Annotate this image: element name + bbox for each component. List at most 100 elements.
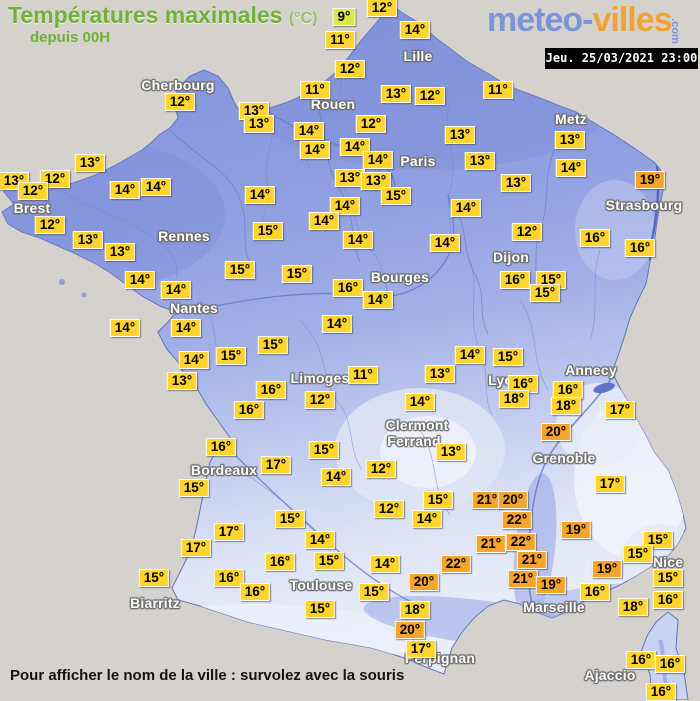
temp-badge[interactable]: 15°: [380, 187, 412, 205]
temp-badge[interactable]: 16°: [499, 271, 531, 289]
temp-badge[interactable]: 18°: [550, 397, 582, 415]
temp-badge[interactable]: 13°: [464, 152, 496, 170]
temp-badge[interactable]: 15°: [313, 552, 345, 570]
temp-badge[interactable]: 14°: [429, 234, 461, 252]
temp-badge[interactable]: 14°: [369, 555, 401, 573]
temp-badge[interactable]: 13°: [360, 172, 392, 190]
temp-badge[interactable]: 15°: [652, 569, 684, 587]
temp-badge[interactable]: 21°: [475, 535, 507, 553]
temp-badge[interactable]: 16°: [233, 401, 265, 419]
temp-badge[interactable]: 15°: [257, 336, 289, 354]
temp-badge[interactable]: 14°: [299, 141, 331, 159]
temp-badge[interactable]: 11°: [325, 31, 355, 49]
temp-badge[interactable]: 15°: [274, 510, 306, 528]
temp-badge[interactable]: 13°: [435, 443, 467, 461]
temp-badge[interactable]: 16°: [552, 381, 584, 399]
temp-badge[interactable]: 14°: [450, 199, 482, 217]
temp-badge[interactable]: 21°: [471, 491, 503, 509]
temp-badge[interactable]: 14°: [321, 315, 353, 333]
temp-badge[interactable]: 12°: [34, 216, 66, 234]
temp-badge[interactable]: 9°: [332, 8, 356, 26]
temp-badge[interactable]: 14°: [293, 122, 325, 140]
temp-badge[interactable]: 14°: [109, 319, 141, 337]
temp-badge[interactable]: 11°: [348, 366, 378, 384]
temp-badge[interactable]: 20°: [408, 573, 440, 591]
temp-badge[interactable]: 14°: [555, 159, 587, 177]
temp-badge[interactable]: 15°: [492, 348, 524, 366]
temp-badge[interactable]: 12°: [355, 115, 387, 133]
temp-badge[interactable]: 17°: [213, 523, 245, 541]
temp-badge[interactable]: 17°: [180, 539, 212, 557]
temp-badge[interactable]: 12°: [164, 93, 196, 111]
temp-badge[interactable]: 14°: [140, 178, 172, 196]
temp-badge[interactable]: 16°: [332, 279, 364, 297]
temp-badge[interactable]: 13°: [166, 372, 198, 390]
temp-badge[interactable]: 12°: [373, 500, 405, 518]
temp-badge[interactable]: 15°: [308, 441, 340, 459]
temp-badge[interactable]: 12°: [304, 391, 336, 409]
temp-badge[interactable]: 21°: [516, 551, 548, 569]
temp-badge[interactable]: 13°: [424, 365, 456, 383]
temp-badge[interactable]: 15°: [178, 479, 210, 497]
temp-badge[interactable]: 13°: [243, 115, 275, 133]
temp-badge[interactable]: 14°: [411, 510, 443, 528]
temp-badge[interactable]: 15°: [304, 600, 336, 618]
temp-badge[interactable]: 13°: [444, 126, 476, 144]
temp-badge[interactable]: 11°: [483, 81, 513, 99]
temp-badge[interactable]: 14°: [109, 181, 141, 199]
temp-badge[interactable]: 14°: [362, 291, 394, 309]
temp-badge[interactable]: 15°: [529, 284, 561, 302]
temp-badge[interactable]: 16°: [652, 591, 684, 609]
temp-badge[interactable]: 16°: [255, 381, 287, 399]
temp-badge[interactable]: 16°: [579, 229, 611, 247]
temp-badge[interactable]: 22°: [440, 555, 472, 573]
temp-badge[interactable]: 13°: [380, 85, 412, 103]
temp-badge[interactable]: 16°: [645, 683, 677, 701]
temp-badge[interactable]: 19°: [591, 560, 623, 578]
temp-badge[interactable]: 14°: [170, 319, 202, 337]
temp-badge[interactable]: 17°: [405, 640, 437, 658]
temp-badge[interactable]: 15°: [642, 531, 674, 549]
temp-badge[interactable]: 13°: [104, 243, 136, 261]
temp-badge[interactable]: 16°: [264, 553, 296, 571]
temp-badge[interactable]: 16°: [625, 651, 657, 669]
temp-badge[interactable]: 13°: [334, 169, 366, 187]
temp-badge[interactable]: 16°: [579, 583, 611, 601]
temp-badge[interactable]: 16°: [239, 583, 271, 601]
temp-badge[interactable]: 15°: [358, 583, 390, 601]
temp-badge[interactable]: 15°: [281, 265, 313, 283]
temp-badge[interactable]: 19°: [560, 521, 592, 539]
temp-badge[interactable]: 20°: [540, 423, 572, 441]
temp-badge[interactable]: 14°: [454, 346, 486, 364]
temp-badge[interactable]: 12°: [17, 182, 49, 200]
temp-badge[interactable]: 17°: [594, 475, 626, 493]
temp-badge[interactable]: 12°: [365, 460, 397, 478]
temp-badge[interactable]: 12°: [414, 87, 446, 105]
temp-badge[interactable]: 16°: [213, 569, 245, 587]
temp-badge[interactable]: 16°: [654, 655, 686, 673]
temp-badge[interactable]: 14°: [124, 271, 156, 289]
temp-badge[interactable]: 17°: [604, 401, 636, 419]
temp-badge[interactable]: 16°: [205, 438, 237, 456]
temp-badge[interactable]: 14°: [244, 186, 276, 204]
temp-badge[interactable]: 19°: [634, 171, 666, 189]
temp-badge[interactable]: 18°: [498, 390, 530, 408]
temp-badge[interactable]: 12°: [366, 0, 398, 17]
temp-badge[interactable]: 11°: [300, 81, 330, 99]
temp-badge[interactable]: 16°: [624, 239, 656, 257]
temp-badge[interactable]: 15°: [224, 261, 256, 279]
temp-badge[interactable]: 18°: [399, 601, 431, 619]
meteo-villes-logo[interactable]: meteo-villes .com: [487, 2, 681, 44]
temp-badge[interactable]: 14°: [399, 21, 431, 39]
temp-badge[interactable]: 14°: [160, 281, 192, 299]
temp-badge[interactable]: 12°: [334, 60, 366, 78]
temp-badge[interactable]: 15°: [252, 222, 284, 240]
temp-badge[interactable]: 15°: [622, 545, 654, 563]
temp-badge[interactable]: 14°: [329, 197, 361, 215]
temp-badge[interactable]: 14°: [304, 531, 336, 549]
temp-badge[interactable]: 14°: [404, 393, 436, 411]
temp-badge[interactable]: 21°: [507, 570, 539, 588]
temp-badge[interactable]: 13°: [72, 231, 104, 249]
temp-badge[interactable]: 17°: [260, 456, 292, 474]
temp-badge[interactable]: 14°: [320, 468, 352, 486]
